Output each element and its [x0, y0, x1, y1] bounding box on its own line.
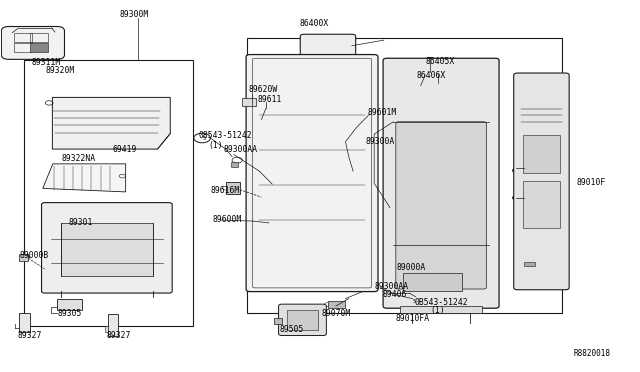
Bar: [523, 182, 560, 228]
Bar: [226, 182, 240, 194]
FancyBboxPatch shape: [1, 26, 65, 60]
Text: 86400X: 86400X: [300, 19, 329, 28]
Text: 89611: 89611: [257, 96, 282, 105]
Bar: [24, 61, 193, 326]
Bar: [246, 38, 562, 313]
Bar: [58, 299, 82, 310]
Text: 89010F: 89010F: [576, 178, 605, 187]
Text: 89300AA: 89300AA: [374, 282, 408, 291]
Bar: [274, 318, 282, 324]
Text: 89406: 89406: [383, 291, 407, 299]
Polygon shape: [52, 97, 170, 149]
Text: 89010FA: 89010FA: [395, 314, 429, 323]
Bar: [29, 33, 48, 42]
Text: 86406X: 86406X: [417, 71, 446, 80]
Text: 0B543-51242: 0B543-51242: [414, 298, 468, 307]
Text: R8820018: R8820018: [573, 350, 611, 359]
Text: 89620W: 89620W: [248, 85, 278, 94]
FancyBboxPatch shape: [300, 34, 356, 57]
Text: 89300A: 89300A: [366, 137, 395, 146]
Bar: [403, 273, 463, 291]
Text: 89327: 89327: [106, 331, 131, 340]
Circle shape: [434, 69, 442, 74]
Text: 08543-51242: 08543-51242: [199, 131, 253, 140]
Text: 69419: 69419: [113, 145, 137, 154]
Text: 89301: 89301: [68, 218, 93, 227]
Circle shape: [22, 255, 29, 259]
Bar: [14, 43, 32, 52]
Bar: [243, 98, 256, 106]
Text: 89000A: 89000A: [396, 263, 426, 272]
Polygon shape: [43, 164, 125, 192]
Text: 89000B: 89000B: [19, 251, 49, 260]
Bar: [19, 313, 30, 332]
Bar: [524, 262, 536, 266]
Bar: [287, 310, 318, 330]
Circle shape: [247, 89, 256, 94]
FancyBboxPatch shape: [396, 122, 486, 289]
Text: 5: 5: [203, 135, 206, 141]
Bar: [14, 33, 32, 42]
Text: 5: 5: [413, 299, 416, 304]
Bar: [29, 43, 48, 52]
FancyBboxPatch shape: [278, 304, 326, 336]
Bar: [61, 223, 153, 276]
Bar: [108, 314, 118, 336]
Text: 89305: 89305: [58, 309, 82, 318]
Bar: [104, 326, 108, 332]
Bar: [523, 135, 560, 173]
Text: 89616M: 89616M: [211, 186, 239, 195]
Circle shape: [10, 41, 15, 44]
Text: 89322NA: 89322NA: [62, 154, 96, 163]
FancyBboxPatch shape: [383, 58, 499, 308]
Text: (1): (1): [430, 306, 445, 315]
Text: 89070M: 89070M: [321, 309, 351, 318]
FancyBboxPatch shape: [246, 55, 378, 292]
FancyBboxPatch shape: [42, 203, 172, 293]
Text: 86405X: 86405X: [425, 57, 454, 66]
Bar: [328, 301, 346, 308]
Text: 89600M: 89600M: [213, 215, 242, 224]
Text: (1): (1): [209, 141, 223, 150]
Bar: [399, 306, 483, 313]
Text: 89320M: 89320M: [46, 66, 76, 75]
Text: 89505: 89505: [280, 325, 304, 334]
Circle shape: [513, 168, 520, 173]
Text: 89327: 89327: [17, 331, 42, 340]
Bar: [231, 162, 239, 167]
Circle shape: [513, 196, 520, 200]
Text: 89300M: 89300M: [119, 10, 148, 19]
Bar: [19, 254, 28, 260]
Text: 89311M: 89311M: [32, 58, 61, 67]
Circle shape: [426, 58, 433, 62]
Text: 89601M: 89601M: [368, 108, 397, 117]
Text: 89300AA: 89300AA: [223, 145, 257, 154]
FancyBboxPatch shape: [514, 73, 569, 290]
Circle shape: [422, 71, 428, 75]
